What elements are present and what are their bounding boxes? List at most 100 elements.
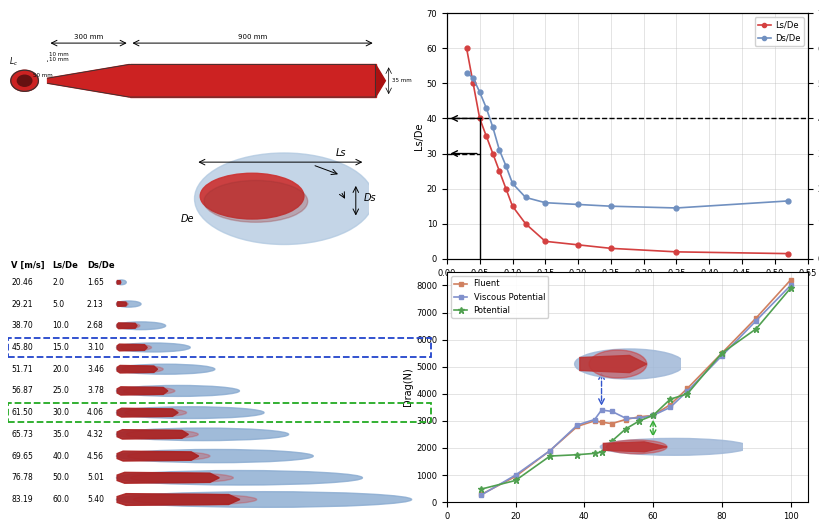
Ellipse shape [116, 449, 313, 463]
Ds/De [782, 198, 792, 204]
Polygon shape [375, 64, 385, 97]
Ds/De [494, 147, 504, 153]
Text: 10 mm: 10 mm [49, 57, 69, 62]
Text: 60.0: 60.0 [52, 495, 70, 504]
Potential [750, 326, 760, 332]
Polygon shape [117, 302, 127, 306]
Ds/De [487, 124, 497, 130]
Text: 76.78: 76.78 [11, 473, 34, 482]
Potential [589, 450, 599, 457]
Text: 65.73: 65.73 [11, 430, 34, 439]
Fluent [572, 423, 581, 429]
Potential [620, 426, 630, 432]
Ls/De [572, 242, 582, 248]
Ls/De [481, 133, 491, 139]
Text: 25.0: 25.0 [52, 386, 70, 395]
Viscous Potential [596, 407, 606, 413]
Potential [572, 451, 581, 458]
Polygon shape [117, 472, 219, 483]
Ds/De [481, 105, 491, 111]
Text: 83.19: 83.19 [11, 495, 33, 504]
Potential [664, 396, 674, 402]
Text: 10.0: 10.0 [52, 321, 70, 330]
Text: 3.10: 3.10 [87, 343, 104, 352]
Polygon shape [117, 451, 198, 461]
Ls/De [540, 238, 550, 244]
Potential [634, 418, 644, 424]
Text: Ds: Ds [363, 194, 375, 203]
Text: $L_c$: $L_c$ [9, 55, 18, 68]
Fluent [545, 448, 554, 454]
Text: De: De [181, 214, 194, 224]
Y-axis label: Ls/De: Ls/De [414, 122, 423, 150]
Line: Fluent: Fluent [478, 278, 792, 497]
Text: V [m/s]: V [m/s] [11, 260, 45, 269]
X-axis label: cavitation number(σ): cavitation number(σ) [575, 283, 678, 293]
Ds/De [468, 75, 477, 81]
Potential [606, 438, 616, 445]
Fluent [620, 416, 630, 423]
Ellipse shape [116, 280, 126, 285]
Ls/De [461, 45, 471, 51]
Ellipse shape [124, 387, 174, 395]
Text: 4.56: 4.56 [87, 451, 104, 461]
Ls/De [507, 203, 517, 209]
Fluent [647, 412, 657, 418]
Text: 50.0: 50.0 [52, 473, 70, 482]
Text: 29.21: 29.21 [11, 300, 33, 309]
Text: 20.46: 20.46 [11, 278, 34, 287]
Viscous Potential [664, 404, 674, 411]
Ds/De [540, 200, 550, 206]
Ls/De [500, 186, 510, 192]
Text: 2.68: 2.68 [87, 321, 103, 330]
Text: 10 mm: 10 mm [49, 52, 69, 57]
Polygon shape [117, 408, 178, 417]
Fluent [596, 419, 606, 425]
Potential [716, 350, 726, 356]
Line: Ls/De: Ls/De [464, 46, 790, 256]
Viscous Potential [681, 388, 691, 394]
Ellipse shape [133, 494, 256, 505]
Ds/De [572, 201, 582, 208]
Polygon shape [129, 64, 375, 97]
Text: 5.40: 5.40 [87, 495, 104, 504]
Ellipse shape [118, 302, 128, 306]
Viscous Potential [785, 282, 794, 289]
Text: 69.65: 69.65 [11, 451, 34, 461]
Text: 3.46: 3.46 [87, 365, 104, 374]
Fluent [634, 414, 644, 420]
Viscous Potential [606, 408, 616, 415]
Ellipse shape [194, 153, 373, 245]
Viscous Potential [716, 353, 726, 359]
Text: 45.80: 45.80 [11, 343, 34, 352]
Text: 40.0: 40.0 [52, 451, 70, 461]
Text: 51.71: 51.71 [11, 365, 33, 374]
Text: 38.70: 38.70 [11, 321, 34, 330]
Text: 35.0: 35.0 [52, 430, 70, 439]
Text: 35 mm: 35 mm [391, 78, 411, 83]
Ellipse shape [116, 343, 190, 352]
Text: 30.0: 30.0 [52, 408, 70, 417]
Text: 2.13: 2.13 [87, 300, 103, 309]
Text: Ls/De: Ls/De [52, 260, 79, 269]
Text: Ls: Ls [335, 147, 346, 157]
Potential [785, 285, 794, 291]
Ellipse shape [116, 322, 165, 329]
Viscous Potential [647, 412, 657, 418]
Text: 61.50: 61.50 [11, 408, 34, 417]
Ds/De [507, 180, 517, 187]
Text: 15.0: 15.0 [52, 343, 70, 352]
Fluent [664, 402, 674, 408]
Potential [681, 391, 691, 397]
Text: 300 mm: 300 mm [74, 34, 103, 40]
Legend: Fluent, Viscous Potential, Potential: Fluent, Viscous Potential, Potential [450, 276, 548, 318]
Viscous Potential [510, 472, 520, 478]
Text: 5.01: 5.01 [87, 473, 104, 482]
Text: 5.0: 5.0 [52, 300, 65, 309]
Polygon shape [117, 280, 120, 284]
Ds/De [461, 70, 471, 76]
Ellipse shape [116, 471, 362, 485]
Ellipse shape [120, 345, 152, 350]
Ds/De [474, 89, 484, 95]
Viscous Potential [750, 317, 760, 324]
